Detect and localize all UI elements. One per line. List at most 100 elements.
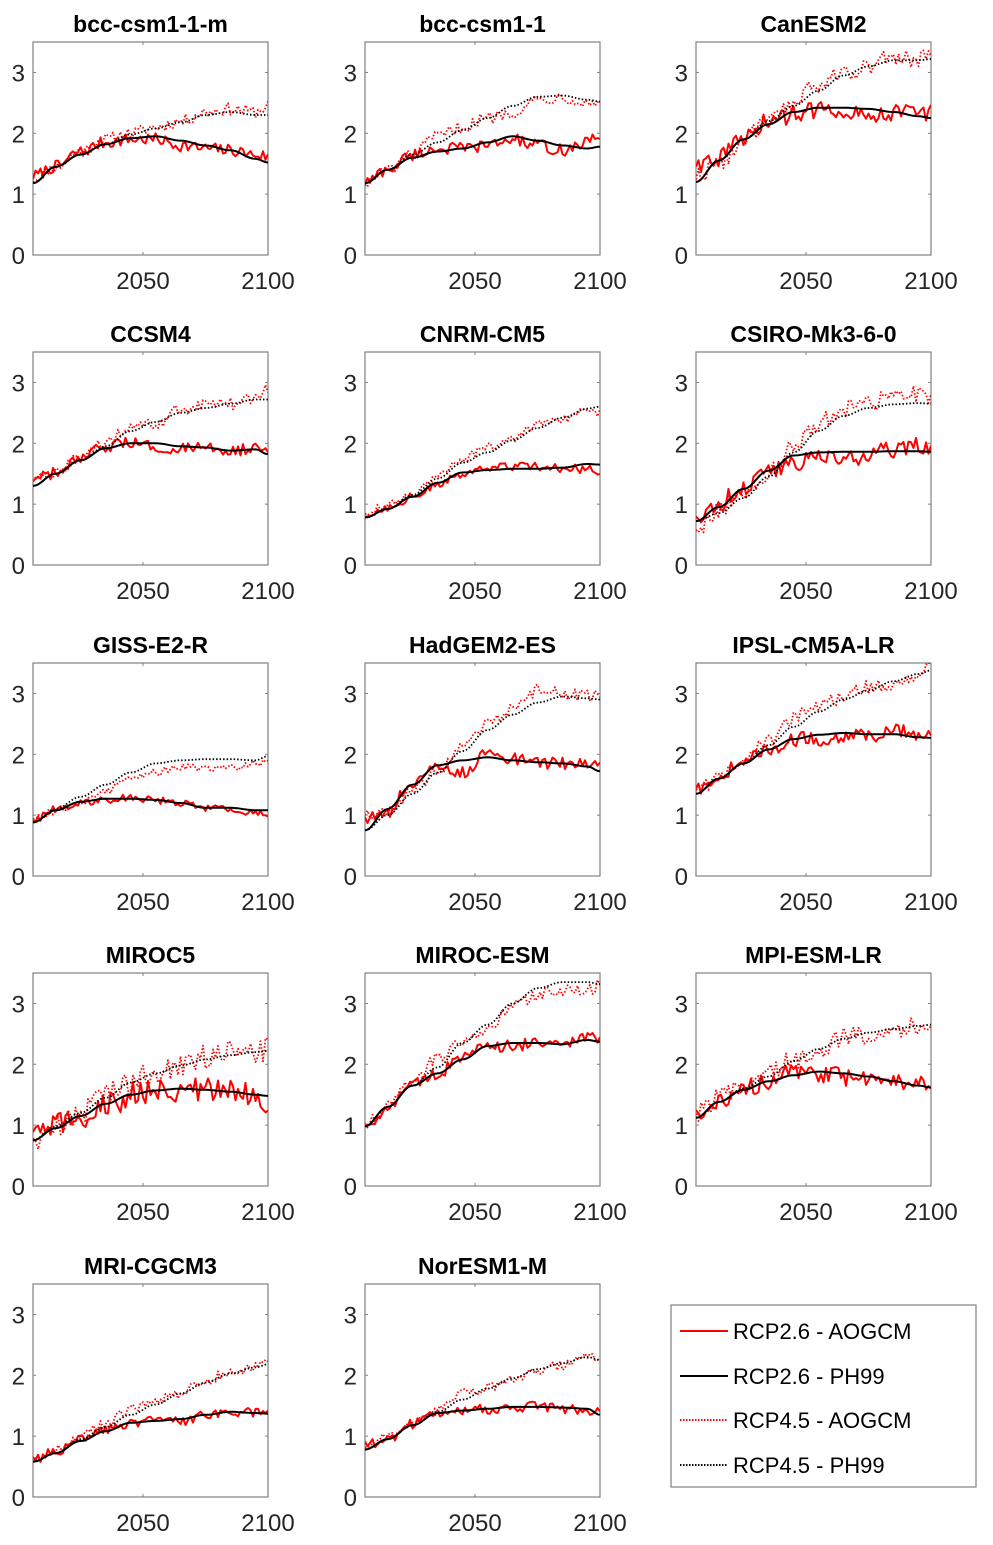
series-rcp45-aogcm	[696, 49, 931, 182]
axes-box	[32, 351, 269, 566]
y-tick-label: 2	[12, 742, 25, 769]
panel-title: IPSL-CM5A-LR	[732, 632, 895, 658]
axes-box	[695, 662, 932, 877]
panel-title: HadGEM2-ES	[409, 632, 556, 658]
series-rcp26-aogcm	[696, 436, 931, 524]
x-tick-label: 2100	[573, 1199, 626, 1226]
y-tick-label: 3	[675, 991, 688, 1018]
y-tick-label: 2	[344, 1052, 357, 1079]
legend-label: RCP4.5 - AOGCM	[733, 1408, 911, 1433]
y-tick-label: 0	[12, 553, 25, 580]
y-tick-label: 1	[344, 1424, 357, 1451]
y-tick-label: 0	[675, 553, 688, 580]
series-rcp26-ph99	[696, 450, 931, 523]
y-tick-label: 3	[12, 370, 25, 397]
x-tick-label: 2100	[241, 268, 294, 295]
x-tick-label: 2050	[448, 1510, 501, 1537]
panel-cnrm-cm5: CNRM-CM5 0 1 2 3 2050 2100	[344, 321, 627, 605]
panel-hadgem2-es: HadGEM2-ES 0 1 2 3 2050 2100	[344, 632, 627, 916]
y-tick-label: 3	[344, 991, 357, 1018]
panel-bcc-csm1-1: bcc-csm1-1 0 1 2 3 2050 2100	[344, 11, 627, 295]
x-tick-label: 2050	[779, 268, 832, 295]
x-tick-label: 2050	[448, 889, 501, 916]
series-rcp26-ph99	[33, 135, 268, 185]
x-tick-label: 2050	[779, 889, 832, 916]
legend-entry-rcp26-aogcm: RCP2.6 - AOGCM	[680, 1319, 911, 1344]
series-rcp45-ph99	[696, 58, 931, 183]
y-tick-label: 0	[12, 1485, 25, 1512]
x-tick-label: 2100	[241, 889, 294, 916]
y-tick-label: 0	[675, 864, 688, 891]
axes-box	[32, 662, 269, 877]
series-rcp26-aogcm	[33, 132, 268, 180]
y-tick-label: 2	[12, 1363, 25, 1390]
y-tick-label: 2	[12, 431, 25, 458]
x-tick-label: 2050	[116, 1199, 169, 1226]
panel-noresm1-m: NorESM1-M 0 1 2 3 2050 2100	[344, 1253, 627, 1537]
panel-title: MRI-CGCM3	[84, 1253, 217, 1279]
y-tick-label: 2	[344, 431, 357, 458]
series-group	[365, 979, 600, 1129]
x-tick-label: 2100	[904, 268, 957, 295]
panel-bcc-csm1-1-m: bcc-csm1-1-m 0 1 2 3 2050 2100	[12, 11, 295, 295]
series-rcp26-ph99	[33, 797, 268, 824]
y-tick-label: 0	[675, 1174, 688, 1201]
y-tick-label: 3	[675, 370, 688, 397]
y-tick-label: 1	[12, 1424, 25, 1451]
series-rcp26-ph99	[365, 135, 600, 185]
y-tick-label: 3	[344, 1302, 357, 1329]
series-rcp45-ph99	[365, 405, 600, 519]
panel-miroc-esm: MIROC-ESM 0 1 2 3 2050 2100	[344, 942, 627, 1226]
y-tick-label: 3	[675, 60, 688, 87]
axes-box	[695, 972, 932, 1187]
series-rcp45-ph99	[696, 1023, 931, 1119]
legend-label: RCP2.6 - AOGCM	[733, 1319, 911, 1344]
panel-mri-cgcm3: MRI-CGCM3 0 1 2 3 2050 2100	[12, 1253, 295, 1537]
panel-title: NorESM1-M	[418, 1253, 547, 1279]
series-group	[365, 405, 600, 519]
series-rcp45-ph99	[33, 1363, 268, 1463]
legend-entry-rcp45-ph99: RCP4.5 - PH99	[680, 1453, 885, 1478]
series-rcp26-ph99	[696, 732, 931, 795]
y-tick-label: 2	[675, 121, 688, 148]
y-tick-label: 1	[675, 1113, 688, 1140]
x-tick-label: 2050	[779, 1199, 832, 1226]
x-tick-label: 2100	[241, 1510, 294, 1537]
series-rcp26-ph99	[365, 463, 600, 519]
x-tick-label: 2050	[448, 578, 501, 605]
x-tick-label: 2050	[116, 889, 169, 916]
x-tick-label: 2100	[241, 578, 294, 605]
panel-miroc5: MIROC5 0 1 2 3 2050 2100	[12, 942, 295, 1226]
y-tick-label: 1	[12, 803, 25, 830]
y-tick-label: 3	[12, 60, 25, 87]
series-rcp45-ph99	[33, 755, 268, 824]
y-tick-label: 2	[12, 121, 25, 148]
axes-box	[364, 41, 601, 256]
x-tick-label: 2100	[904, 1199, 957, 1226]
series-group	[365, 92, 600, 188]
series-rcp26-aogcm	[33, 793, 268, 823]
axes-box	[364, 972, 601, 1187]
panel-canesm2: CanESM2 0 1 2 3 2050 2100	[675, 11, 958, 295]
series-rcp45-ph99	[33, 1050, 268, 1142]
series-group	[33, 383, 268, 487]
series-rcp26-ph99	[365, 756, 600, 832]
series-rcp26-ph99	[33, 1410, 268, 1463]
x-tick-label: 2050	[448, 268, 501, 295]
series-rcp45-aogcm	[365, 407, 600, 518]
y-tick-label: 1	[675, 803, 688, 830]
y-tick-label: 1	[12, 1113, 25, 1140]
panel-title: CNRM-CM5	[420, 321, 545, 347]
legend-label: RCP4.5 - PH99	[733, 1453, 885, 1478]
series-rcp26-ph99	[696, 1070, 931, 1119]
series-rcp45-aogcm	[696, 385, 931, 534]
y-tick-label: 0	[344, 864, 357, 891]
series-rcp26-aogcm	[365, 133, 600, 185]
y-tick-label: 3	[344, 60, 357, 87]
y-tick-label: 0	[344, 1485, 357, 1512]
panel-title: CanESM2	[760, 11, 866, 37]
x-tick-label: 2100	[904, 889, 957, 916]
series-group	[33, 100, 268, 185]
y-tick-label: 3	[344, 370, 357, 397]
y-tick-label: 1	[344, 803, 357, 830]
